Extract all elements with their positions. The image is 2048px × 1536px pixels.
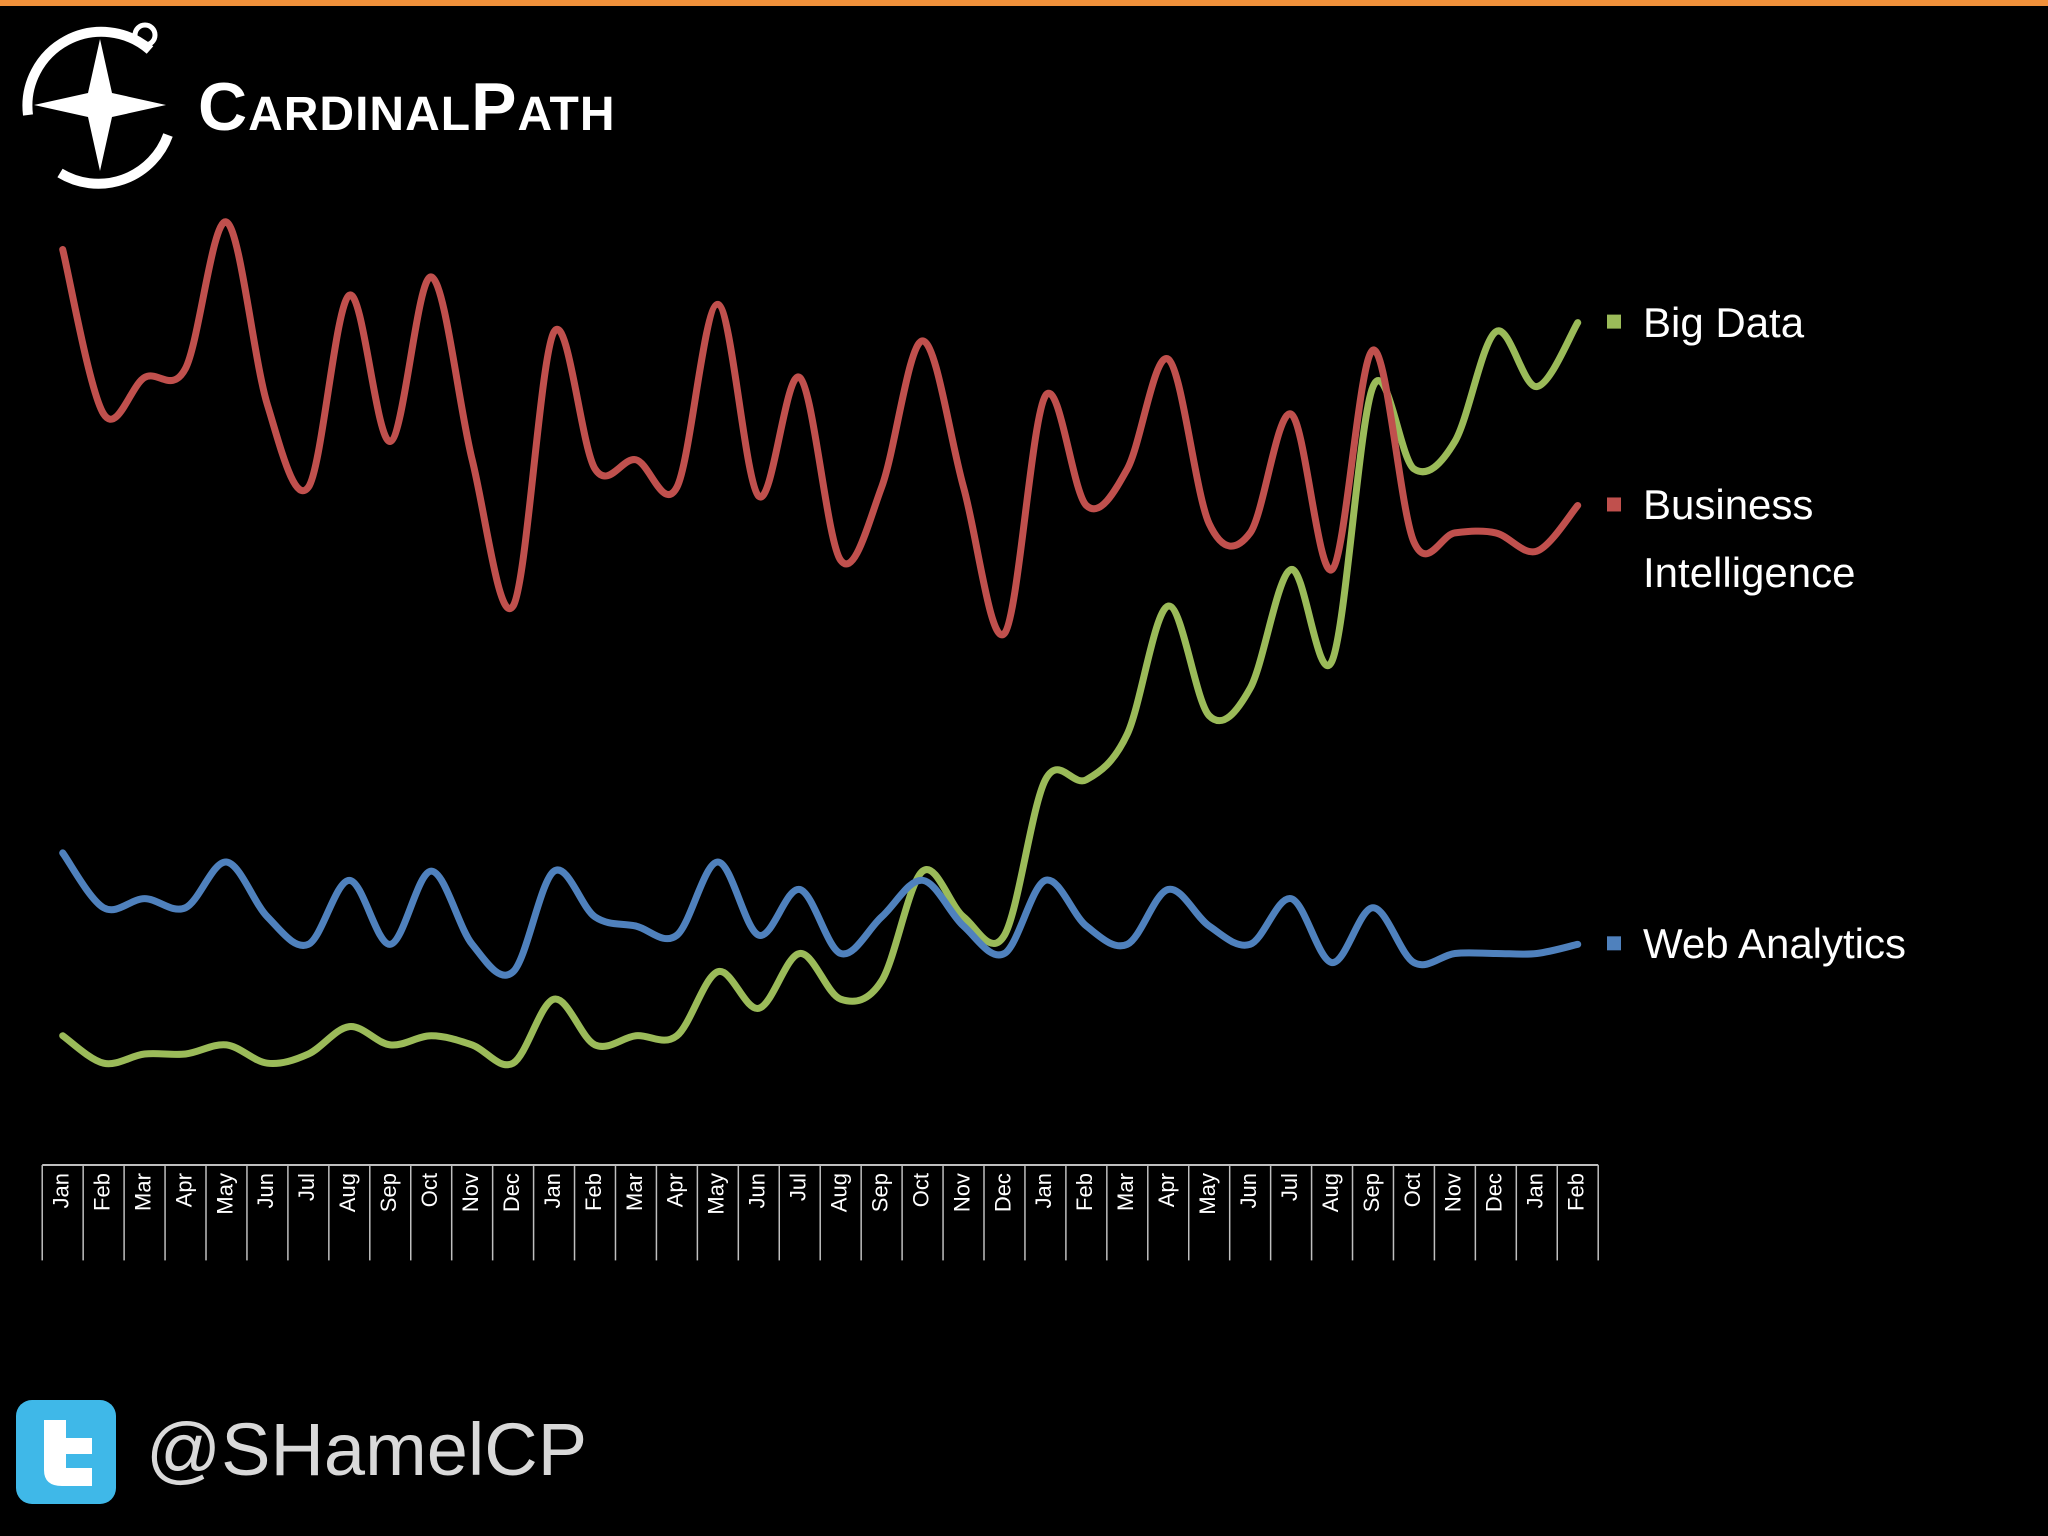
x-tick-label: Nov: [1441, 1173, 1466, 1212]
series-line: [59, 849, 1582, 979]
x-tick-label: Mar: [130, 1173, 155, 1211]
logo-icon: [22, 22, 173, 189]
x-tick-label: Apr: [663, 1173, 688, 1207]
legend-swatch: [1607, 497, 1621, 512]
top-bar: [0, 0, 2048, 6]
x-tick-label: Jan: [1523, 1173, 1548, 1208]
x-tick-label: Jul: [1277, 1173, 1302, 1201]
x-tick-label: Dec: [1482, 1173, 1507, 1212]
x-tick-label: Aug: [1318, 1173, 1343, 1212]
x-tick-label: Apr: [171, 1173, 196, 1207]
x-tick-label: Dec: [990, 1173, 1015, 1212]
x-tick-label: Sep: [1359, 1173, 1384, 1212]
x-tick-label: May: [1195, 1173, 1220, 1215]
x-tick-label: Aug: [335, 1173, 360, 1212]
x-tick-label: Jan: [1031, 1173, 1056, 1208]
twitter-handle: @SHamelCP: [146, 1408, 588, 1491]
x-tick-label: Aug: [826, 1173, 851, 1212]
x-tick-label: Feb: [1072, 1173, 1097, 1211]
x-tick-label: Sep: [867, 1173, 892, 1212]
x-tick-label: Jun: [745, 1173, 770, 1208]
x-tick-label: Jan: [540, 1173, 565, 1208]
series-line: [59, 218, 1582, 639]
x-tick-label: May: [212, 1173, 237, 1215]
x-tick-label: Oct: [908, 1173, 933, 1207]
legend-label: Web Analytics: [1643, 920, 1907, 968]
x-tick-label: Oct: [1400, 1173, 1425, 1207]
twitter-icon: [16, 1400, 116, 1504]
x-tick-label: Feb: [1564, 1173, 1589, 1211]
series-line: [59, 319, 1582, 1069]
x-tick-label: Sep: [376, 1173, 401, 1212]
x-tick-label: Jun: [253, 1173, 278, 1208]
x-tick-label: Nov: [949, 1173, 974, 1212]
x-tick-label: Feb: [89, 1173, 114, 1211]
x-tick-label: Mar: [622, 1173, 647, 1211]
x-tick-label: Jan: [49, 1173, 74, 1208]
x-tick-label: Nov: [458, 1173, 483, 1212]
logo-text: CardinalPath: [198, 69, 616, 145]
x-tick-label: Dec: [499, 1173, 524, 1212]
legend-label: Business Intelligence: [1643, 481, 1856, 597]
legend-swatch: [1607, 314, 1621, 329]
x-tick-label: Apr: [1154, 1173, 1179, 1207]
x-tick-label: Mar: [1113, 1173, 1138, 1211]
x-tick-label: Jun: [1236, 1173, 1261, 1208]
x-tick-label: Oct: [417, 1173, 442, 1207]
x-tick-label: Jul: [294, 1173, 319, 1201]
x-tick-label: Jul: [786, 1173, 811, 1201]
x-tick-label: May: [704, 1173, 729, 1215]
x-tick-label: Feb: [581, 1173, 606, 1211]
legend-swatch: [1607, 936, 1621, 951]
legend-label: Big Data: [1643, 298, 1805, 346]
